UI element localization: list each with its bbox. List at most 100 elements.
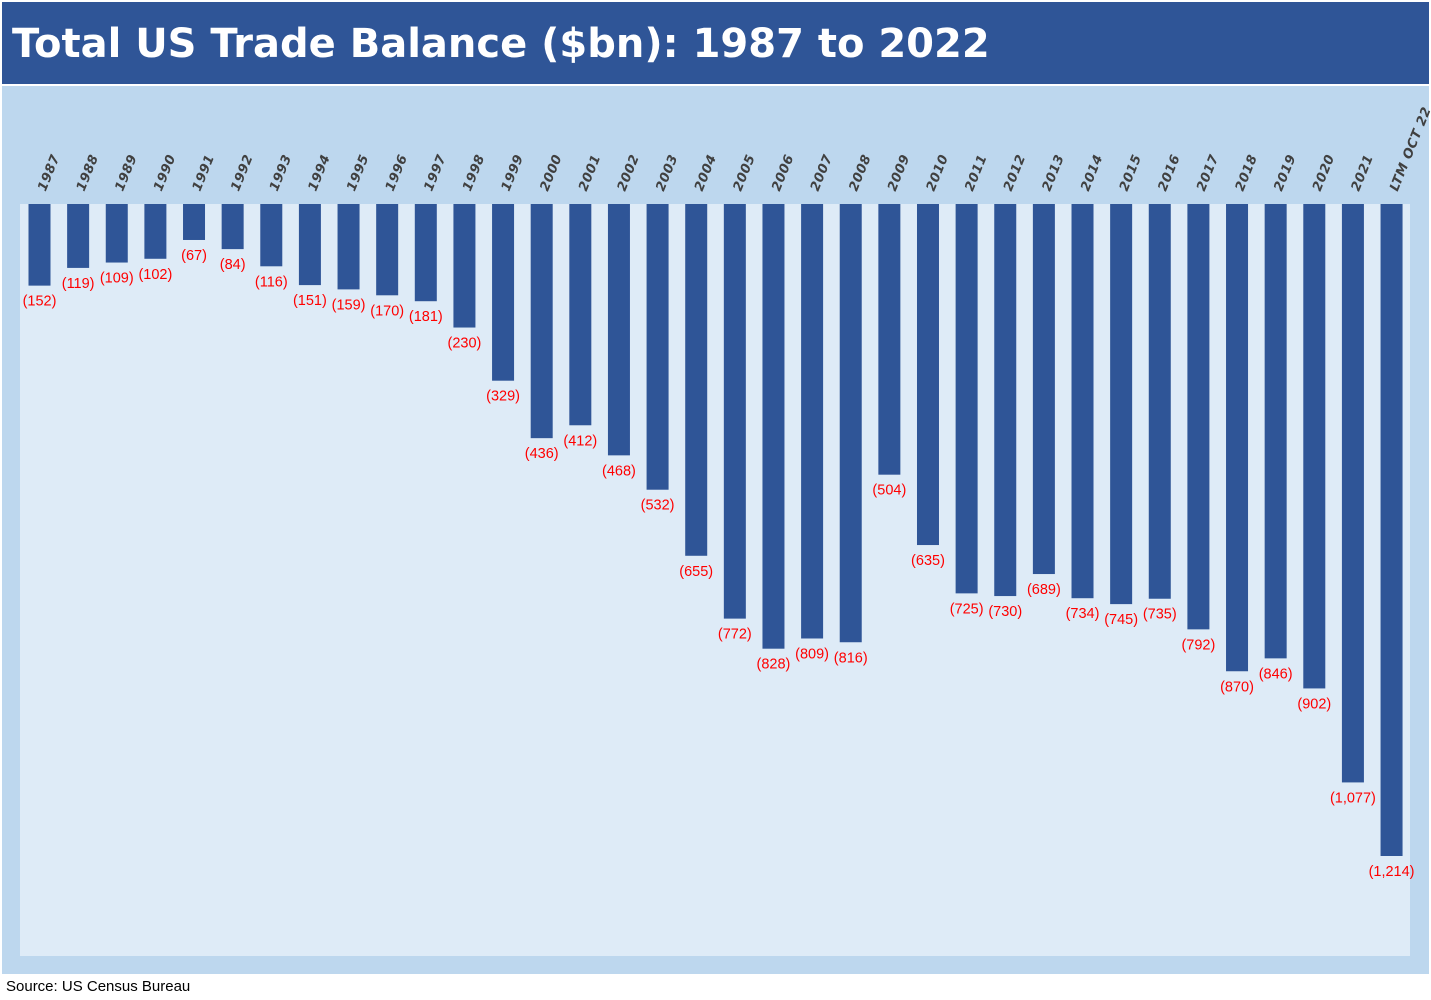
- bar-2007: [801, 204, 824, 639]
- value-label: (532): [641, 498, 675, 514]
- x-tick-label: LTM OCT 22: [1387, 105, 1431, 194]
- bar-1998: [453, 204, 476, 328]
- bar-2002: [607, 204, 630, 456]
- bar-1999: [492, 204, 515, 381]
- value-label: (655): [679, 564, 713, 580]
- bar-2013: [1032, 204, 1055, 575]
- x-tick-label: 1991: [190, 152, 218, 193]
- bar-1993: [260, 204, 283, 267]
- value-label: (181): [409, 309, 443, 325]
- bar-1990: [144, 204, 167, 259]
- value-label: (734): [1066, 606, 1100, 622]
- value-label: (230): [448, 336, 482, 352]
- x-tick-label: 2004: [692, 152, 720, 193]
- x-tick-label: 2007: [808, 152, 836, 193]
- bar-2016: [1148, 204, 1171, 599]
- x-tick-label: 2013: [1040, 152, 1068, 193]
- bar-2015: [1110, 204, 1133, 605]
- x-tick-label: 2008: [847, 152, 875, 193]
- bar-2008: [839, 204, 862, 643]
- value-label: (159): [332, 297, 366, 313]
- value-label: (735): [1143, 607, 1177, 623]
- x-tick-label: 2016: [1156, 152, 1184, 193]
- x-tick-label: 2002: [615, 152, 643, 193]
- x-tick-label: 2010: [924, 152, 952, 193]
- bar-1997: [414, 204, 437, 302]
- x-tick-label: 2021: [1349, 152, 1377, 193]
- chart-title: Total US Trade Balance ($bn): 1987 to 20…: [12, 21, 990, 67]
- bar-2009: [878, 204, 901, 475]
- bar-2017: [1187, 204, 1210, 630]
- value-label: (412): [563, 433, 597, 449]
- x-tick-label: 1998: [460, 152, 488, 193]
- x-tick-label: 1996: [383, 152, 411, 193]
- x-tick-label: 1992: [228, 152, 256, 193]
- x-tick-label: 2017: [1194, 152, 1222, 193]
- x-tick-label: 1993: [267, 152, 295, 193]
- year-labels: 1987 1988 1989 1990 1991 1992 1993 1994 1995 1996…: [35, 105, 1431, 194]
- x-tick-label: 2005: [731, 152, 759, 193]
- bar-ltm-oct-22: [1380, 204, 1403, 856]
- value-label: (468): [602, 463, 636, 479]
- bar-1991: [183, 204, 206, 240]
- value-label: (152): [23, 294, 57, 310]
- value-label: (846): [1259, 666, 1293, 682]
- value-label: (816): [834, 650, 868, 666]
- value-label: (730): [988, 604, 1022, 620]
- x-tick-label: 1994: [306, 152, 334, 193]
- value-label: (102): [138, 267, 172, 283]
- bar-2020: [1303, 204, 1326, 689]
- x-tick-label: 2009: [885, 152, 913, 193]
- value-label: (828): [757, 657, 791, 673]
- x-tick-label: 1990: [151, 152, 179, 193]
- value-label: (1,077): [1330, 790, 1376, 806]
- value-labels: (152) (119) (109) (102) (67) (84) (116) (151) (1…: [23, 248, 1415, 880]
- bar-2019: [1264, 204, 1287, 659]
- x-tick-label: 1999: [499, 152, 527, 193]
- x-tick-label: 1988: [74, 152, 102, 193]
- bar-2018: [1226, 204, 1249, 672]
- bar-2012: [994, 204, 1017, 597]
- value-label: (151): [293, 293, 327, 309]
- value-label: (725): [950, 601, 984, 617]
- value-label: (792): [1181, 637, 1215, 653]
- x-tick-label: 2020: [1310, 152, 1338, 193]
- value-label: (170): [370, 303, 404, 319]
- x-tick-label: 2015: [1117, 152, 1145, 193]
- bar-1989: [105, 204, 128, 263]
- x-tick-label: 1995: [344, 152, 372, 193]
- bar-2011: [955, 204, 978, 594]
- value-label: (436): [525, 446, 559, 462]
- value-label: (329): [486, 389, 520, 405]
- value-label: (119): [62, 276, 95, 292]
- value-label: (635): [911, 553, 945, 569]
- value-label: (84): [220, 257, 246, 273]
- value-label: (504): [872, 483, 906, 499]
- source-note: Source: US Census Bureau: [6, 978, 191, 995]
- bar-2003: [646, 204, 669, 490]
- x-tick-label: 2001: [576, 152, 604, 193]
- x-tick-label: 2012: [1001, 152, 1029, 193]
- value-label: (116): [255, 274, 288, 290]
- value-label: (67): [181, 248, 207, 264]
- bar-2005: [723, 204, 746, 619]
- bar-2001: [569, 204, 592, 426]
- bar-1994: [298, 204, 321, 286]
- x-tick-label: 2003: [653, 152, 681, 193]
- x-tick-label: 1987: [35, 152, 63, 193]
- bar-1996: [376, 204, 399, 296]
- plot-area: [20, 204, 1410, 956]
- title-bar: Total US Trade Balance ($bn): 1987 to 20…: [2, 2, 1429, 84]
- bar-1988: [67, 204, 90, 268]
- bar-2000: [530, 204, 553, 439]
- value-label: (772): [718, 627, 752, 643]
- value-label: (689): [1027, 582, 1061, 598]
- value-label: (745): [1104, 612, 1138, 628]
- value-label: (870): [1220, 679, 1254, 695]
- x-tick-label: 2018: [1233, 152, 1261, 193]
- x-tick-label: 2000: [537, 152, 565, 193]
- x-tick-label: 2011: [962, 152, 990, 193]
- bar-1987: [28, 204, 51, 286]
- value-label: (902): [1297, 696, 1331, 712]
